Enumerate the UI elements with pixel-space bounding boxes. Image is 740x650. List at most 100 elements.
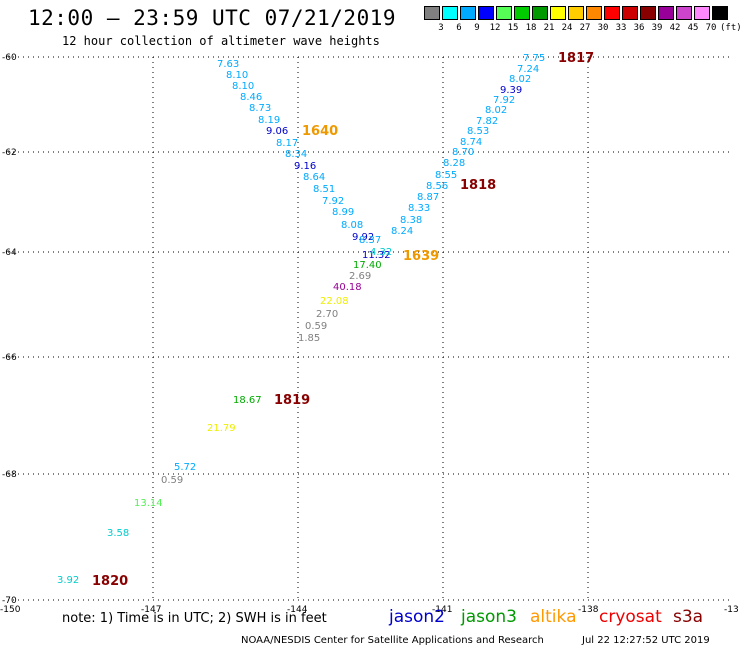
lon-tick-label: -147 — [141, 605, 161, 615]
colorbar-swatch — [712, 6, 728, 20]
wave-height-label: 8.08 — [341, 220, 363, 231]
pass-time-label: 1818 — [460, 178, 496, 193]
colorbar-swatch — [694, 6, 710, 20]
colorbar-label: 27 — [579, 23, 591, 33]
wave-height-label: 8.73 — [249, 103, 271, 114]
colorbar-swatch — [514, 6, 530, 20]
wave-height-label: 8.46 — [240, 92, 262, 103]
footer-timestamp: Jul 22 12:27:52 UTC 2019 — [582, 635, 710, 646]
legend-jason3: jason3 — [461, 607, 517, 627]
wave-height-label: 8.87 — [417, 192, 439, 203]
wave-height-label: 8.28 — [443, 158, 465, 169]
wave-height-label: 4.32 — [370, 247, 392, 258]
colorbar-label: 36 — [633, 23, 645, 33]
wave-height-label: 9.16 — [294, 161, 316, 172]
pass-time-label: 1817 — [558, 51, 594, 66]
wave-height-label: 8.33 — [408, 203, 430, 214]
wave-height-label: 9.92 — [352, 232, 374, 243]
lon-tick-label: -144 — [287, 605, 308, 615]
pass-time-label: 1819 — [274, 393, 310, 408]
wave-height-label: 8.56 — [426, 181, 448, 192]
colorbar-label: 12 — [489, 23, 501, 33]
footer-agency: NOAA/NESDIS Center for Satellite Applica… — [241, 635, 544, 646]
wave-height-label: 2.70 — [316, 309, 338, 320]
map-subtitle: 12 hour collection of altimeter wave hei… — [62, 34, 380, 48]
wave-height-label: 8.70 — [452, 147, 474, 158]
colorbar-swatch — [658, 6, 674, 20]
wave-height-label: 17.40 — [353, 260, 382, 271]
colorbar-swatch — [568, 6, 584, 20]
wave-height-label: 8.99 — [332, 207, 354, 218]
wave-height-label: 9.39 — [500, 85, 522, 96]
lat-tick-label: -64 — [2, 248, 17, 258]
colorbar-label: 42 — [669, 23, 681, 33]
wave-height-label: 8.51 — [313, 184, 335, 195]
colorbar-label: 3 — [438, 23, 444, 33]
lat-lon-grid — [8, 56, 733, 601]
lon-tick-label: -150 — [0, 605, 21, 615]
wave-height-label: 8.64 — [303, 172, 325, 183]
wave-height-label: 3.92 — [57, 575, 79, 586]
lon-tick-label: -138 — [578, 605, 599, 615]
colorbar-label: 33 — [615, 23, 627, 33]
wave-height-label: 18.67 — [233, 395, 262, 406]
colorbar-label: 70 — [705, 23, 717, 33]
wave-height-label: 22.08 — [320, 296, 349, 307]
wave-height-label: 8.19 — [258, 115, 280, 126]
lat-tick-label: -66 — [2, 353, 17, 363]
lat-tick-label: -70 — [2, 596, 17, 606]
colorbar-swatch — [604, 6, 620, 20]
legend-jason2: jason2 — [389, 607, 445, 627]
colorbar-label: 15 — [507, 23, 519, 33]
colorbar-label: 30 — [597, 23, 609, 33]
wave-height-label: 8.53 — [467, 126, 489, 137]
colorbar-label: 45 — [687, 23, 699, 33]
axis-ticks: -60 -62 -64 -66 -68 -70-150 -147 -144 -141 -138 -1… — [0, 53, 739, 615]
pass-time-label: 1639 — [403, 249, 439, 264]
colorbar-swatch — [676, 6, 692, 20]
lat-tick-label: -60 — [2, 53, 17, 63]
colorbar-swatch — [550, 6, 566, 20]
colorbar-label: 24 — [561, 23, 573, 33]
pass-time-label: 1820 — [92, 574, 128, 589]
colorbar-label: 18 — [525, 23, 537, 33]
lon-tick-label: -13 — [724, 605, 739, 615]
colorbar-swatch — [424, 6, 440, 20]
wave-height-label: 8.38 — [400, 215, 422, 226]
wave-height-label: 8.55 — [435, 170, 457, 181]
map-title: 12:00 – 23:59 UTC 07/21/2019 — [28, 6, 397, 30]
wave-height-label: 7.75 — [523, 53, 545, 64]
colorbar-label: 21 — [543, 23, 555, 33]
wave-height-label: 21.79 — [207, 423, 236, 434]
wave-height-label: 8.10 — [226, 70, 248, 81]
wave-height-label: 1.85 — [298, 333, 320, 344]
wave-height-label: 9.06 — [266, 126, 288, 137]
lat-tick-label: -68 — [2, 470, 17, 480]
wave-height-label: 2.69 — [349, 271, 371, 282]
colorbar-unit: (ft) — [720, 23, 740, 33]
legend-s3a: s3a — [673, 607, 704, 627]
wave-height-label: 0.59 — [161, 475, 183, 486]
legend-altika: altika — [530, 607, 577, 627]
legend-cryosat: cryosat — [599, 607, 662, 627]
units-note: note: 1) Time is in UTC; 2) SWH is in fe… — [62, 611, 327, 626]
wave-height-label: 8.24 — [391, 226, 413, 237]
lon-tick-label: -141 — [432, 605, 452, 615]
colorbar-swatch — [532, 6, 548, 20]
wave-height-label: 13.14 — [134, 498, 163, 509]
wave-height-label: 7.82 — [476, 116, 498, 127]
wave-height-label: 7.92 — [322, 196, 344, 207]
wave-height-label: 3.58 — [107, 528, 129, 539]
wave-height-label: 11.32 — [362, 250, 391, 261]
wave-height-label: 0.59 — [305, 321, 327, 332]
lat-tick-label: -62 — [2, 148, 17, 158]
wave-height-label: 8.34 — [285, 149, 307, 160]
colorbar-swatch — [478, 6, 494, 20]
pass-time-labels: 1817 1640 1818 1639 1819 1820 — [92, 51, 594, 589]
colorbar-label: 39 — [651, 23, 663, 33]
colorbar-swatch — [622, 6, 638, 20]
wave-height-label: 8.37 — [359, 235, 381, 246]
wave-height-label: 7.92 — [493, 95, 515, 106]
wave-height-label: 8.74 — [460, 137, 482, 148]
